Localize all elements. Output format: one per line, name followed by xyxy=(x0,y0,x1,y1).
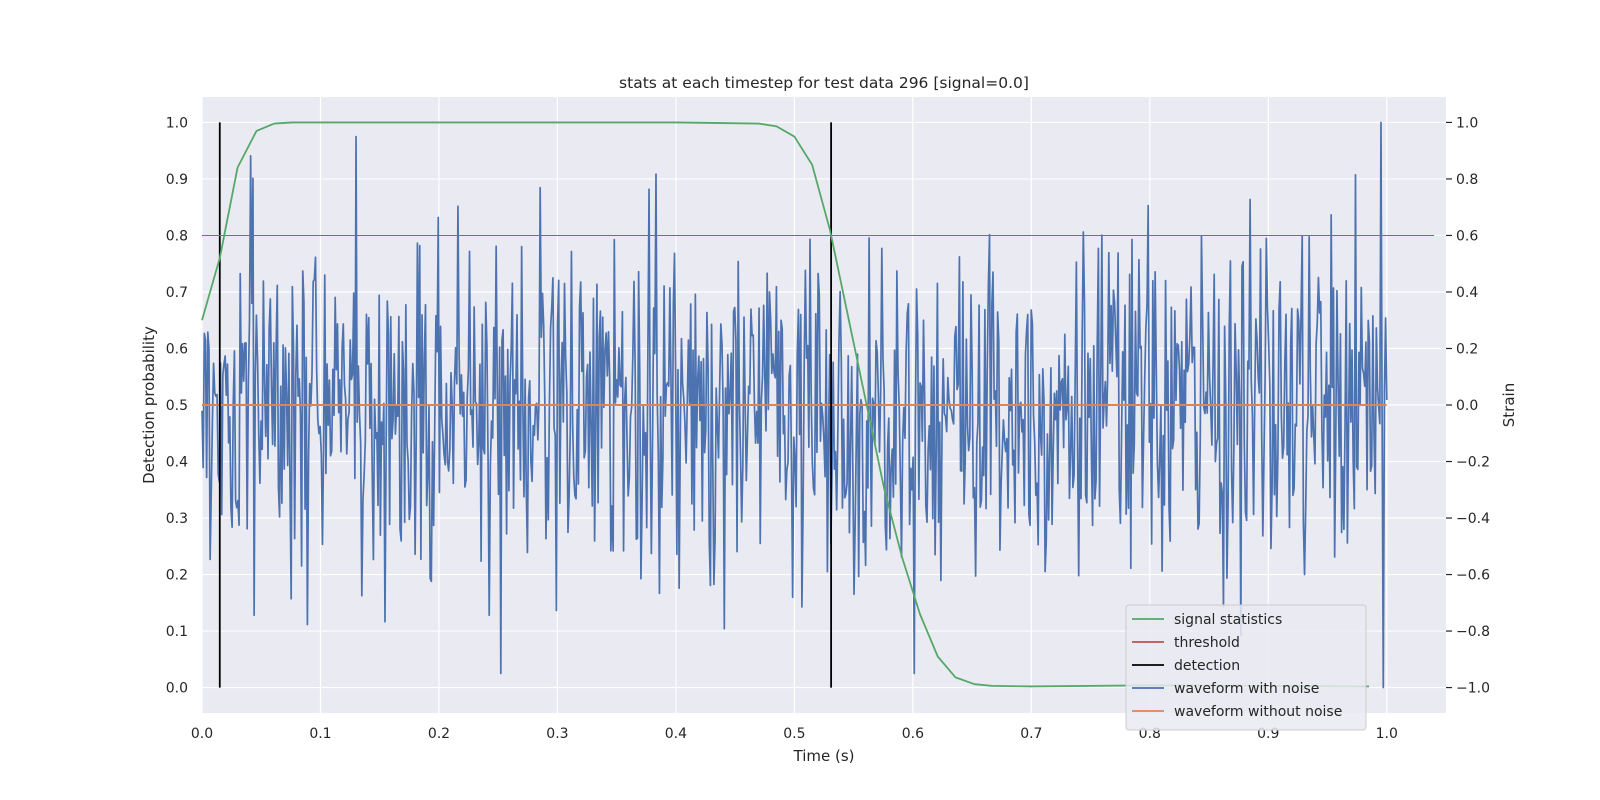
y2-tick-label: −0.2 xyxy=(1456,455,1490,471)
legend-box xyxy=(1125,604,1367,731)
y-tick-label: 0.6 xyxy=(166,341,188,357)
series-layer xyxy=(201,121,1435,689)
y2-tick-label: 1.0 xyxy=(1456,115,1478,131)
x-tick-label: 0.5 xyxy=(783,726,805,742)
y-tick-label: 0.4 xyxy=(166,455,188,471)
y2-axis-title: Strain xyxy=(1500,383,1518,427)
legend-label: signal statistics xyxy=(1174,612,1282,628)
y-tick-label: 0.3 xyxy=(166,511,188,527)
x-tick-label: 0.7 xyxy=(1020,726,1042,742)
y-tick-label: 1.0 xyxy=(166,115,188,131)
legend-label: waveform without noise xyxy=(1174,704,1342,720)
legend-label: detection xyxy=(1174,658,1240,674)
y2-tick-label: 0.2 xyxy=(1456,341,1478,357)
y-axis-title: Detection probability xyxy=(140,326,158,484)
y-tick-label: 0.9 xyxy=(166,172,188,188)
y-tick-label: 0.5 xyxy=(166,398,188,414)
series-signal-statistics xyxy=(201,121,1369,688)
y-tick-label: 0.7 xyxy=(166,285,188,301)
y2-tick-label: 0.6 xyxy=(1456,228,1478,244)
x-tick-label: 1.0 xyxy=(1376,726,1398,742)
legend-label: threshold xyxy=(1174,635,1240,651)
x-tick-label: 0.3 xyxy=(546,726,568,742)
y2-tick-label: −0.4 xyxy=(1456,511,1490,527)
y2-tick-label: −1.0 xyxy=(1456,681,1490,697)
y2-tick-label: 0.0 xyxy=(1456,398,1478,414)
x-tick-label: 0.4 xyxy=(665,726,687,742)
y2-tick-label: 0.8 xyxy=(1456,172,1478,188)
series-waveform-with-noise xyxy=(201,121,1388,689)
x-tick-label: 0.2 xyxy=(428,726,450,742)
legend: signal statistics threshold detection wavef… xyxy=(1125,604,1367,731)
x-axis-title: Time (s) xyxy=(793,747,855,765)
x-tick-label: 0.6 xyxy=(902,726,924,742)
y-tick-label: 0.8 xyxy=(166,228,188,244)
y2-tick-label: −0.8 xyxy=(1456,624,1490,640)
y-tick-label: 0.2 xyxy=(166,568,188,584)
y2-tick-label: −0.6 xyxy=(1456,568,1490,584)
x-tick-label: 0.1 xyxy=(309,726,331,742)
y-tick-label: 0.0 xyxy=(166,681,188,697)
y-tick-label: 0.1 xyxy=(166,624,188,640)
chart-title: stats at each timestep for test data 296… xyxy=(619,74,1029,92)
x-tick-label: 0.0 xyxy=(191,726,213,742)
legend-label: waveform with noise xyxy=(1174,681,1319,697)
y2-tick-label: 0.4 xyxy=(1456,285,1478,301)
